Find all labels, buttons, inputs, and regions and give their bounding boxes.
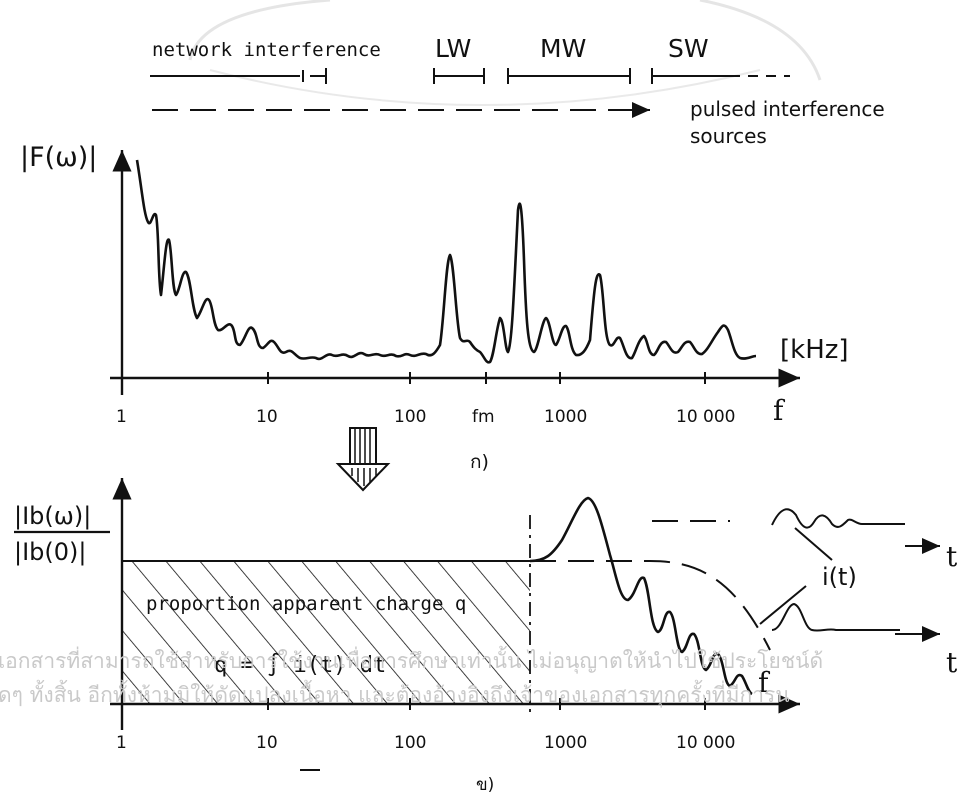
pulsed-label-line1: pulsed interference	[690, 97, 885, 121]
plot-b-tick-10: 10	[256, 733, 278, 753]
plot-a-tick-10: 10	[256, 407, 278, 427]
plot-b: |Ib(ω)| |Ib(0)| proportion apparent char…	[14, 478, 958, 795]
down-arrow-icon	[335, 427, 391, 492]
band-lw-label: LW	[435, 34, 471, 63]
watermark-seal	[188, 0, 822, 106]
plot-a-caption: ก)	[470, 451, 489, 473]
band-network-label: network interference	[152, 39, 381, 61]
plot-b-tick-10000: 10 000	[676, 733, 735, 753]
time-label-1: t	[946, 540, 958, 573]
watermark-line-1: เอกสารที่สามารถใช้สำหรับการใช้งานเพื่อกา…	[0, 646, 823, 674]
time-label-2: t	[946, 646, 958, 679]
band-sw-label: SW	[668, 34, 709, 63]
plot-a-ylabel: |F(ω)|	[20, 142, 97, 173]
band-mw-label: MW	[540, 34, 586, 63]
oscillating-pulse-sketch	[771, 508, 940, 561]
plot-a: |F(ω)| [kHz] f 1 10 100 fm 1000 10 000 ก…	[20, 142, 849, 492]
pulse-label: i(t)	[822, 563, 857, 591]
plot-a-ticks	[121, 372, 706, 384]
plot-b-ylabel-numerator: |Ib(ω)|	[14, 502, 91, 530]
charge-region-hatch	[122, 561, 530, 704]
plot-b-tick-1000: 1000	[544, 733, 587, 753]
plot-a-spectrum-curve	[135, 159, 757, 364]
plot-a-xlabel: f	[773, 394, 786, 427]
plot-b-ticks	[121, 698, 706, 710]
plot-b-tick-100: 100	[394, 733, 426, 753]
plot-a-unit: [kHz]	[780, 335, 849, 365]
plot-b-ylabel-denominator: |Ib(0)|	[14, 538, 86, 566]
plot-b-dashed-envelope	[530, 560, 771, 651]
plot-a-tick-1: 1	[116, 407, 127, 427]
plot-b-tick-1: 1	[116, 733, 127, 753]
watermark-line-2: ดๆ ทั้งสิ้น อีกทั้งห้ามมิให้ดัดแปลงเนื้อ…	[0, 680, 790, 708]
plot-a-tick-fm: fm	[472, 407, 495, 427]
plot-b-caption: ข)	[476, 775, 494, 795]
region-label: proportion apparent charge q	[146, 593, 466, 615]
plot-a-tick-100: 100	[394, 407, 426, 427]
single-pulse-sketch	[759, 585, 940, 642]
pulsed-label-line2: sources	[690, 124, 767, 148]
plot-b-xlabel: f	[758, 666, 771, 699]
plot-a-tick-10000: 10 000	[676, 407, 735, 427]
plot-b-response-curve	[529, 496, 753, 696]
band-ranges	[150, 68, 790, 118]
plot-a-tick-1000: 1000	[544, 407, 587, 427]
charge-formula: q = ∫ i(t) dt	[214, 652, 386, 678]
